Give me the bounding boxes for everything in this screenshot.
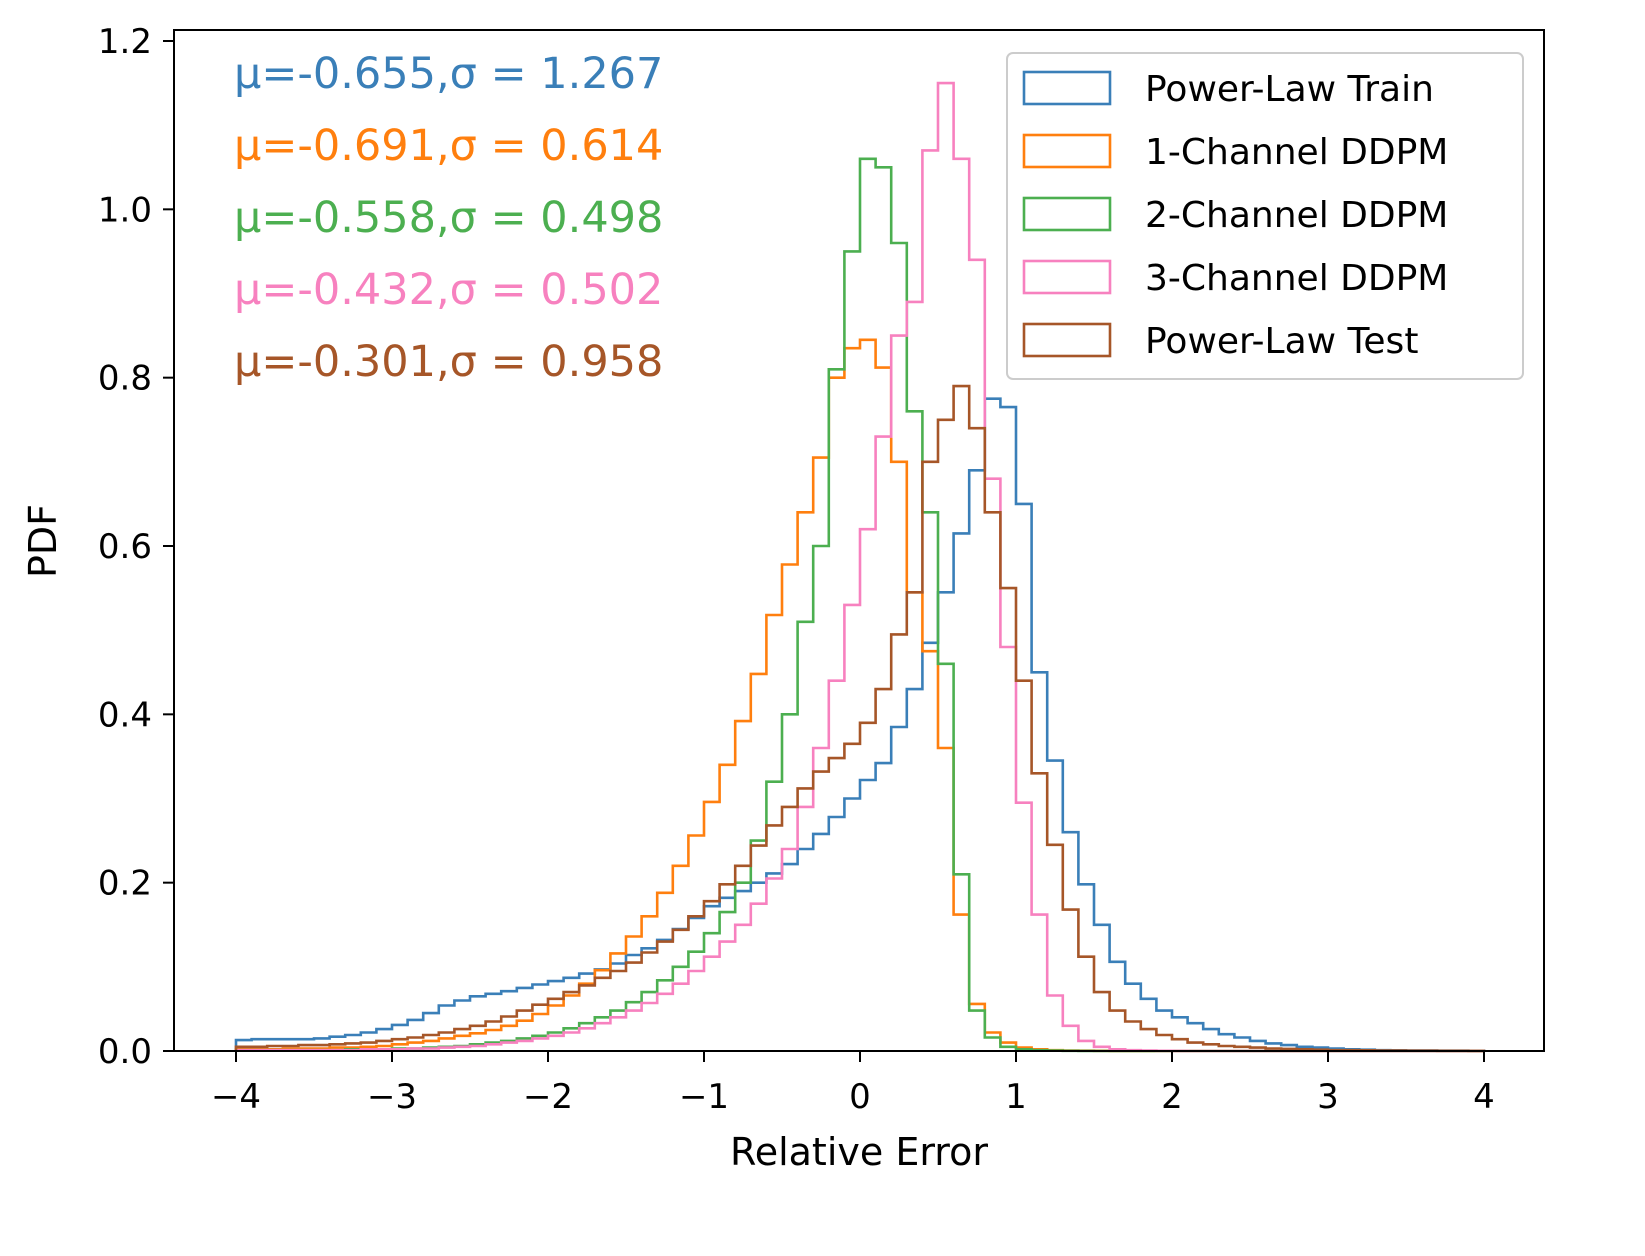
y-tick-label: 0.8	[98, 359, 152, 399]
legend-label: 2-Channel DDPM	[1145, 195, 1448, 236]
legend-label: 1-Channel DDPM	[1145, 132, 1448, 173]
legend-label: Power-Law Test	[1145, 321, 1418, 362]
x-tick-label: −3	[367, 1077, 417, 1117]
legend-swatch	[1022, 196, 1112, 232]
y-axis-title: PDF	[21, 504, 65, 578]
legend-label: 3-Channel DDPM	[1145, 258, 1448, 299]
x-tick-label: −4	[211, 1077, 261, 1117]
y-tick-label: 1.2	[98, 22, 152, 62]
stats-annotation: μ=-0.691,σ = 0.614	[234, 121, 663, 171]
x-tick-label: −1	[679, 1077, 729, 1117]
stats-annotation: μ=-0.558,σ = 0.498	[234, 193, 663, 243]
y-tick-label: 1.0	[98, 190, 152, 230]
x-tick-label: 0	[849, 1077, 871, 1117]
stats-annotations: μ=-0.655,σ = 1.267 μ=-0.691,σ = 0.614 μ=-0…	[234, 49, 663, 387]
x-tick-label: 1	[1005, 1077, 1027, 1117]
y-tick-label: 0.0	[98, 1032, 152, 1072]
stats-annotation: μ=-0.432,σ = 0.502	[234, 265, 663, 315]
legend-label: Power-Law Train	[1145, 69, 1434, 110]
x-tick-label: −2	[523, 1077, 573, 1117]
legend-frame	[1006, 52, 1524, 380]
legend: Power-Law Train 1-Channel DDPM 2-Channel D…	[1006, 52, 1524, 380]
y-tick-label: 0.6	[98, 527, 152, 567]
legend-swatch	[1022, 70, 1112, 106]
y-axis: 0.0 0.2 0.4 0.6 0.8 1.0 1.2	[98, 22, 174, 1072]
x-axis-title: Relative Error	[730, 1130, 988, 1174]
stats-annotation: μ=-0.655,σ = 1.267	[234, 49, 663, 99]
x-axis: −4 −3 −2 −1 0 1 2 3 4	[211, 1051, 1495, 1117]
x-tick-label: 3	[1317, 1077, 1339, 1117]
legend-swatch	[1022, 133, 1112, 169]
x-tick-label: 4	[1473, 1077, 1495, 1117]
y-tick-label: 0.2	[98, 864, 152, 904]
series-power-law-train	[234, 397, 1486, 1053]
legend-swatch	[1022, 322, 1112, 358]
legend-swatch	[1022, 259, 1112, 295]
y-tick-label: 0.4	[98, 695, 152, 735]
x-tick-label: 2	[1161, 1077, 1183, 1117]
stats-annotation: μ=-0.301,σ = 0.958	[234, 337, 663, 387]
series-power-law-test	[234, 384, 1486, 1053]
